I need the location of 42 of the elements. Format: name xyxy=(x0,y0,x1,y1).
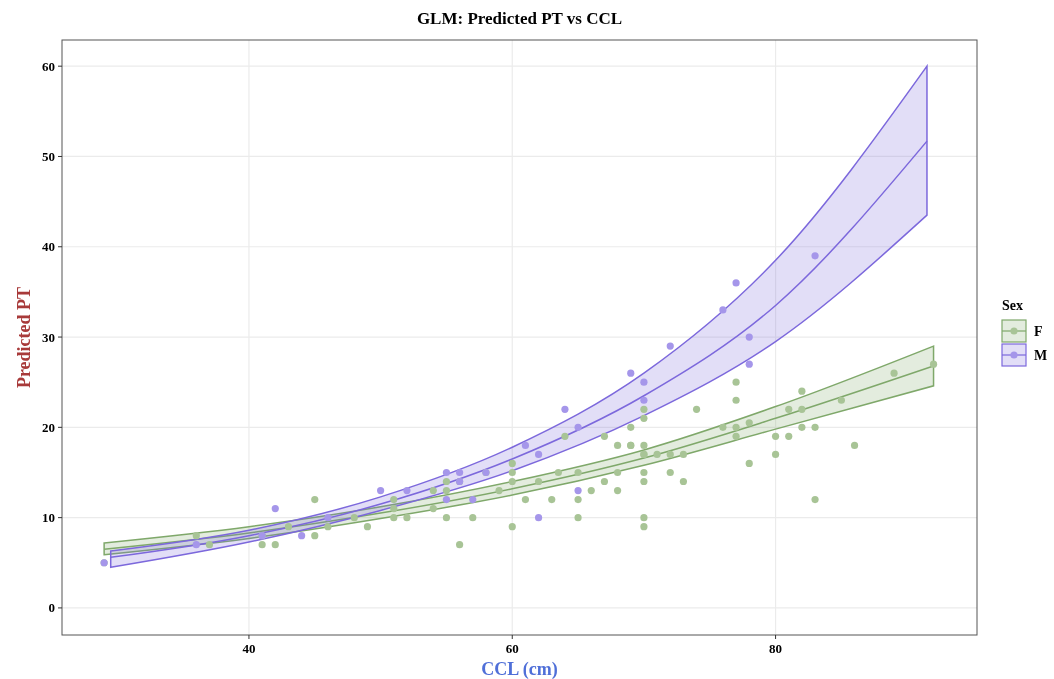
point xyxy=(469,495,477,504)
y-axis-title: Predicted PT xyxy=(14,286,34,389)
legend-label: F xyxy=(1034,323,1043,339)
x-tick-label: 40 xyxy=(242,641,256,656)
point xyxy=(574,423,582,431)
point xyxy=(534,514,543,522)
point xyxy=(521,441,530,449)
point xyxy=(403,486,411,495)
chart-title: GLM: Predicted PT vs CCL xyxy=(416,9,623,28)
y-tick-label: 10 xyxy=(42,510,55,526)
point xyxy=(627,369,635,377)
point xyxy=(574,486,582,495)
point xyxy=(324,514,332,522)
point xyxy=(192,541,200,549)
point xyxy=(534,450,543,459)
point xyxy=(442,495,451,504)
x-tick-label: 60 xyxy=(505,641,519,656)
y-tick-label: 60 xyxy=(42,58,55,74)
x-tick-label: 80 xyxy=(769,641,783,656)
point xyxy=(442,468,451,477)
point xyxy=(640,396,648,404)
point xyxy=(811,252,819,260)
x-axis-title: CCL (cm) xyxy=(481,659,558,679)
point xyxy=(561,405,569,413)
y-tick-label: 50 xyxy=(42,149,55,165)
y-tick-label: 20 xyxy=(42,419,55,435)
point xyxy=(666,342,674,350)
y-tick-label: 30 xyxy=(42,329,55,345)
y-tick-label: 0 xyxy=(48,600,55,616)
point xyxy=(745,360,753,368)
point xyxy=(719,306,727,314)
y-tick-label: 40 xyxy=(42,239,55,255)
point xyxy=(271,505,279,513)
point xyxy=(377,486,385,495)
legend-label: M xyxy=(1034,347,1048,363)
point xyxy=(456,468,464,477)
point xyxy=(298,532,306,540)
line-series xyxy=(109,140,928,559)
point xyxy=(732,279,740,287)
point xyxy=(745,333,753,341)
point xyxy=(640,378,648,386)
legend-title: Sex xyxy=(1002,298,1023,313)
